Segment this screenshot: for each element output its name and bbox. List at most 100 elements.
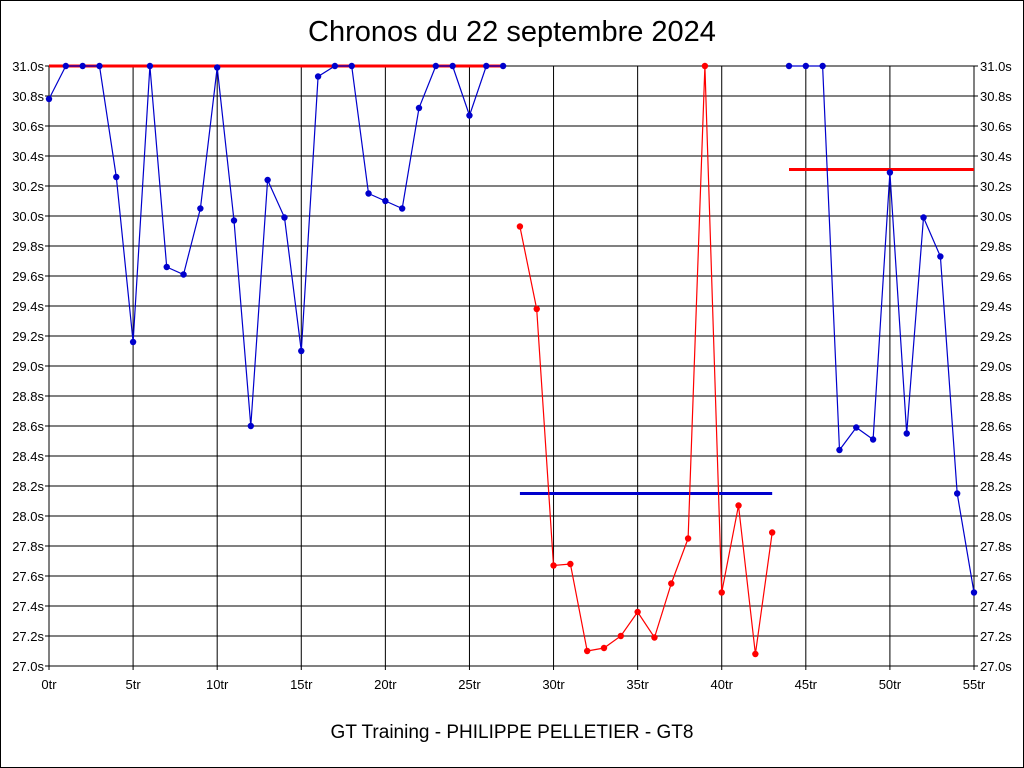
y-tick-label-left: 29.2s [12, 329, 44, 344]
y-tick-label-right: 27.0s [980, 659, 1012, 674]
x-tick-label: 25tr [458, 677, 481, 692]
series-line [519, 65, 773, 655]
data-point [869, 436, 877, 443]
y-tick-label-right: 30.4s [980, 149, 1012, 164]
data-point [516, 223, 524, 230]
y-tick-label-left: 28.8s [12, 389, 44, 404]
data-point [970, 589, 978, 596]
y-tick-label-right: 29.2s [980, 329, 1012, 344]
data-point [45, 95, 53, 103]
x-tick-label: 30tr [542, 677, 565, 692]
data-point [483, 62, 490, 70]
y-tick-label-right: 28.4s [980, 449, 1012, 464]
x-tick-label: 0tr [41, 677, 57, 692]
y-tick-label-right: 29.0s [980, 359, 1012, 374]
chart-footer: GT Training - PHILIPPE PELLETIER - GT8 [330, 722, 694, 743]
y-tick-label-left: 27.6s [12, 569, 44, 584]
data-point [432, 62, 440, 70]
data-point [348, 62, 355, 70]
data-point [466, 112, 473, 119]
data-point [668, 580, 675, 587]
data-point [836, 446, 843, 454]
data-point [953, 490, 961, 497]
y-tick-label-right: 30.6s [980, 119, 1012, 134]
x-tick-label: 55tr [963, 677, 986, 692]
data-point [146, 62, 154, 70]
data-point [583, 647, 591, 655]
x-tick-label: 10tr [206, 677, 229, 692]
y-tick-label-right: 29.4s [980, 299, 1012, 314]
y-tick-label-right: 27.6s [980, 569, 1012, 584]
y-tick-label-left: 29.4s [12, 299, 44, 314]
y-tick-label-left: 28.4s [12, 449, 44, 464]
data-point [264, 176, 271, 184]
data-point [937, 253, 944, 260]
y-tick-label-right: 28.0s [980, 509, 1012, 524]
y-tick-label-left: 29.8s [12, 239, 44, 254]
data-point [382, 197, 389, 205]
y-tick-label-right: 28.8s [980, 389, 1012, 404]
data-point [331, 62, 339, 70]
data-point [634, 608, 641, 616]
data-point [230, 217, 238, 224]
data-point [684, 535, 692, 542]
data-point [550, 562, 557, 569]
data-point [197, 205, 204, 212]
data-point [129, 338, 137, 346]
data-point [163, 263, 170, 271]
chart-title: Chronos du 22 septembre 2024 [308, 16, 716, 48]
data-point [600, 644, 608, 652]
y-tick-label-left: 28.2s [12, 479, 44, 494]
x-tick-label: 45tr [795, 677, 818, 692]
data-point [533, 305, 540, 313]
y-tick-label-left: 28.0s [12, 509, 44, 524]
data-point [213, 64, 221, 71]
data-point [853, 424, 860, 431]
y-tick-label-right: 30.8s [980, 89, 1012, 104]
data-point [735, 502, 742, 509]
y-tick-label-left: 27.0s [12, 659, 44, 674]
data-point [62, 62, 70, 70]
data-point [718, 589, 725, 596]
data-point [79, 62, 86, 70]
data-point [617, 632, 625, 640]
data-point [903, 430, 910, 437]
y-tick-label-right: 29.8s [980, 239, 1012, 254]
y-tick-label-right: 28.6s [980, 419, 1012, 434]
y-tick-label-left: 30.6s [12, 119, 44, 134]
data-point [802, 62, 810, 70]
y-tick-label-left: 30.2s [12, 179, 44, 194]
y-tick-label-left: 30.0s [12, 209, 44, 224]
y-tick-label-left: 27.4s [12, 599, 44, 614]
data-point [701, 62, 709, 70]
y-tick-label-left: 28.6s [12, 419, 44, 434]
data-point [180, 271, 187, 278]
y-tick-label-right: 30.2s [980, 179, 1012, 194]
y-tick-label-right: 27.4s [980, 599, 1012, 614]
data-point [247, 422, 255, 430]
x-tick-label: 20tr [374, 677, 397, 692]
data-point [365, 190, 372, 197]
y-tick-label-left: 30.8s [12, 89, 44, 104]
y-tick-label-right: 30.0s [980, 209, 1012, 224]
y-tick-label-right: 27.8s [980, 539, 1012, 554]
x-tick-label: 50tr [879, 677, 902, 692]
data-point [415, 104, 423, 112]
data-point [768, 529, 776, 536]
data-point [113, 173, 120, 181]
data-point [499, 62, 507, 70]
data-point [298, 347, 305, 355]
y-tick-label-right: 27.2s [980, 629, 1012, 644]
series-line [48, 65, 504, 427]
series-line [789, 65, 975, 593]
data-point [449, 62, 456, 70]
x-tick-label: 35tr [626, 677, 649, 692]
data-point [281, 214, 288, 221]
data-point [398, 205, 406, 212]
data-point [920, 214, 927, 221]
y-tick-label-right: 31.0s [980, 59, 1012, 74]
x-tick-label: 40tr [711, 677, 734, 692]
y-tick-label-right: 29.6s [980, 269, 1012, 284]
